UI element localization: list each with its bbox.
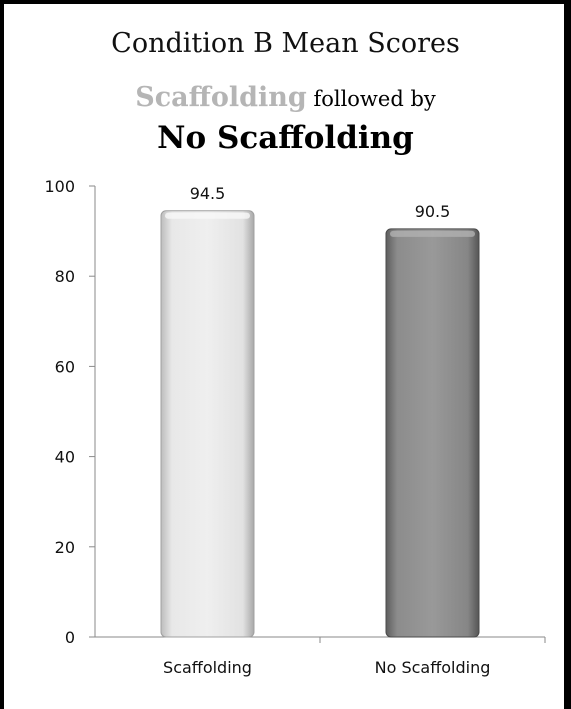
- axes: 0 20 40 60 80 100: [44, 177, 546, 647]
- bar-bevel: [165, 212, 250, 219]
- bar-scaffolding: [160, 210, 255, 638]
- y-tick-label: 40: [55, 448, 75, 467]
- x-tick-label: No Scaffolding: [375, 658, 491, 677]
- labels: 94.5 Scaffolding 90.5 No Scaffolding: [163, 184, 490, 677]
- data-label: 90.5: [415, 202, 451, 221]
- x-tick-label: Scaffolding: [163, 658, 252, 677]
- chart-title: Condition B Mean Scores: [111, 28, 460, 59]
- y-tick-label: 80: [55, 267, 75, 286]
- y-tick-label: 20: [55, 538, 75, 557]
- bar-bevel: [390, 230, 475, 237]
- data-label: 94.5: [190, 184, 226, 203]
- subtitle-faded-word: Scaffolding: [135, 82, 307, 113]
- bar-no-scaffolding: [385, 228, 480, 638]
- bars: [160, 210, 480, 638]
- subtitle-connector: followed by: [313, 87, 436, 111]
- chart-subtitle-line2: No Scaffolding: [157, 120, 414, 156]
- y-tick-label: 60: [55, 357, 75, 376]
- y-tick-label: 100: [44, 177, 75, 196]
- chart-subtitle: Scaffolding followed by: [0, 82, 571, 113]
- y-tick-label: 0: [65, 628, 75, 647]
